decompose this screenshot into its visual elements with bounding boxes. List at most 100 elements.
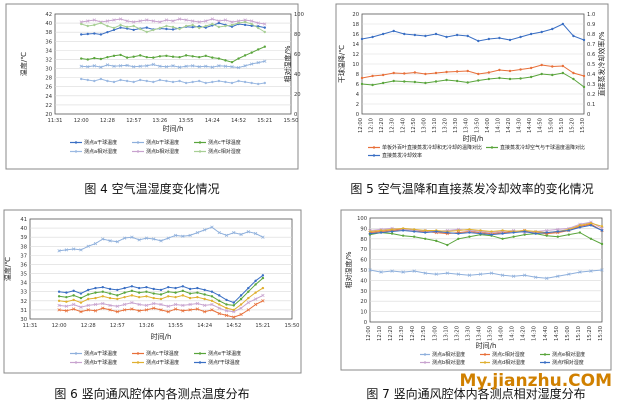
legend-marker <box>136 361 140 364</box>
data-point <box>257 26 260 30</box>
y-tick-label: 38 <box>45 30 52 36</box>
data-point <box>223 64 228 68</box>
series-line <box>369 232 603 246</box>
data-point <box>106 30 109 34</box>
data-point <box>508 38 512 42</box>
data-point <box>478 272 483 276</box>
data-point <box>79 305 83 309</box>
data-point <box>261 274 265 277</box>
data-point <box>217 79 221 83</box>
data-point <box>232 308 235 312</box>
data-point <box>195 307 200 311</box>
y-tick-label: 50 <box>360 268 367 274</box>
data-point <box>152 292 155 295</box>
data-point <box>446 231 449 234</box>
y-axis-title: 干球温降/℃ <box>337 45 346 83</box>
chart-panel-fig7: 0 10 20 30 40 50 60 70 80 90 100 12:00 12:10 12:20 12:… <box>340 209 612 371</box>
data-point <box>123 295 126 299</box>
data-point <box>171 64 175 68</box>
data-point <box>455 70 459 73</box>
data-point <box>529 75 533 79</box>
data-point <box>132 20 136 24</box>
figure-caption-6: 图 6 竖向通风腔体内各测点温度分布 <box>54 386 249 401</box>
data-point <box>572 77 575 81</box>
data-point <box>57 299 61 303</box>
data-point <box>122 308 127 312</box>
data-point <box>145 55 148 59</box>
data-point <box>243 54 247 57</box>
series-4 <box>57 293 265 314</box>
data-point <box>561 64 565 68</box>
data-point <box>171 19 175 23</box>
data-point <box>424 81 427 85</box>
data-point <box>467 273 472 277</box>
data-point <box>125 19 129 23</box>
data-point <box>210 299 214 303</box>
legend-label: 测点a干球温度 <box>84 350 117 357</box>
data-point <box>86 308 90 312</box>
data-point <box>523 233 526 236</box>
data-point <box>508 69 512 73</box>
legend-label: 测点c干球温度 <box>208 139 241 146</box>
data-point <box>86 244 90 248</box>
legend-label: 测点e相对湿度 <box>552 351 585 358</box>
data-point <box>92 64 96 68</box>
data-point <box>196 291 199 294</box>
y2-tick-label: 0.3 <box>587 82 595 88</box>
data-point <box>108 287 112 291</box>
data-point <box>456 272 461 276</box>
data-point <box>254 291 257 294</box>
data-point <box>217 21 221 25</box>
x-tick-label: 15:20 <box>587 326 593 341</box>
data-point <box>250 62 254 66</box>
data-point <box>123 291 126 294</box>
data-point <box>87 288 90 292</box>
x-tick-label: 14:30 <box>532 326 538 341</box>
series-3 <box>80 45 266 64</box>
data-point <box>138 64 142 68</box>
y2-tick-label: 1.0 <box>587 12 595 18</box>
data-point <box>501 229 504 232</box>
data-point <box>434 272 438 276</box>
x-tick-label: 14:10 <box>495 118 501 133</box>
data-point <box>130 294 134 297</box>
data-point <box>250 81 253 85</box>
data-point <box>540 63 543 67</box>
data-point <box>93 79 96 83</box>
x-tick-label: 12:20 <box>379 118 385 133</box>
data-point <box>360 82 364 86</box>
data-point <box>540 72 543 76</box>
data-point <box>167 290 170 293</box>
data-point <box>261 286 265 290</box>
data-point <box>435 230 438 233</box>
data-point <box>203 293 206 296</box>
x-tick-label: 13:55 <box>168 323 183 329</box>
data-point <box>125 63 129 68</box>
data-point <box>582 85 586 89</box>
data-point <box>589 222 593 225</box>
y-tick-label: 20 <box>352 12 359 18</box>
data-point <box>210 295 214 298</box>
x-tick-label: 14:00 <box>499 326 505 341</box>
data-point <box>164 18 169 22</box>
data-point <box>257 48 260 51</box>
data-point <box>101 237 105 241</box>
legend-marker <box>372 146 376 149</box>
data-point <box>232 301 235 304</box>
legend-label: 测点b相对湿度 <box>432 359 465 366</box>
data-point <box>243 64 247 68</box>
data-point <box>457 232 460 235</box>
y2-tick-label: 0.1 <box>587 102 595 108</box>
data-point <box>218 303 221 306</box>
data-point <box>87 297 90 301</box>
data-point <box>196 286 199 290</box>
data-point <box>360 37 364 41</box>
data-point <box>174 286 177 290</box>
series-6 <box>80 20 266 34</box>
data-point <box>178 79 181 83</box>
data-point <box>390 269 394 273</box>
data-point <box>86 303 90 308</box>
data-point <box>600 226 604 231</box>
data-point <box>545 276 549 280</box>
legend-label: 测点b干球温度 <box>146 139 179 146</box>
